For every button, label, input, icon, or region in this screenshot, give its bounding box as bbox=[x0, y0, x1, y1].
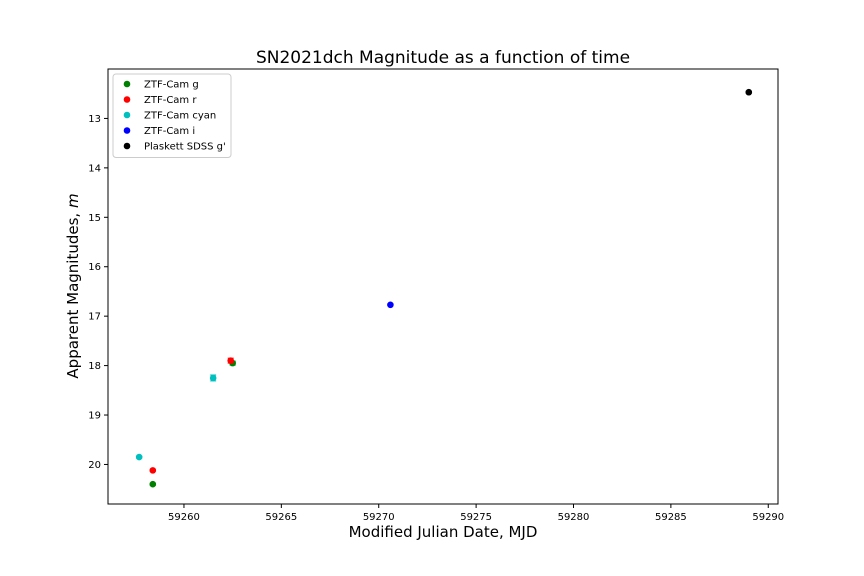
data-point bbox=[135, 453, 143, 461]
y-tick-label: 13 bbox=[88, 114, 101, 125]
legend-label: ZTF-Cam i bbox=[144, 126, 195, 137]
data-point bbox=[227, 357, 235, 364]
legend-label: ZTF-Cam r bbox=[144, 95, 197, 106]
y-tick-label: 16 bbox=[88, 262, 101, 273]
x-axis-title: Modified Julian Date, MJD bbox=[349, 523, 538, 541]
y-tick-label: 15 bbox=[88, 213, 101, 224]
legend-marker bbox=[123, 80, 131, 88]
data-point bbox=[149, 467, 157, 474]
data-point bbox=[745, 88, 753, 96]
y-tick-label: 17 bbox=[88, 312, 101, 323]
x-tick-label: 59270 bbox=[363, 512, 395, 523]
legend-box bbox=[112, 73, 232, 158]
y-axis-title-text: Apparent Magnitudes, bbox=[64, 208, 82, 379]
legend-label: ZTF-Cam cyan bbox=[144, 111, 216, 122]
x-tick-label: 59260 bbox=[168, 512, 200, 523]
legend-marker bbox=[123, 96, 131, 103]
x-tick-label: 59280 bbox=[558, 512, 590, 523]
y-axis-title-symbol: m bbox=[64, 193, 82, 208]
x-tick-label: 59265 bbox=[265, 512, 297, 523]
x-tick-label: 59275 bbox=[460, 512, 492, 523]
y-axis-title: Apparent Magnitudes, m bbox=[64, 193, 82, 378]
y-tick-label: 19 bbox=[88, 411, 101, 422]
x-tick-label: 59290 bbox=[752, 512, 784, 523]
data-point bbox=[387, 301, 394, 309]
data-point bbox=[209, 374, 217, 382]
y-tick-label: 20 bbox=[88, 460, 101, 471]
y-tick-label: 18 bbox=[88, 361, 101, 372]
legend-label: Plaskett SDSS g' bbox=[144, 142, 226, 153]
legend: ZTF-Cam g ZTF-Cam r ZTF-Cam cyan ZTF-Cam i P… bbox=[112, 73, 232, 158]
legend-marker bbox=[123, 111, 131, 119]
plot-frame bbox=[107, 68, 779, 505]
y-tick-label: 14 bbox=[88, 163, 101, 174]
chart-title: SN2021dch Magnitude as a function of tim… bbox=[256, 48, 630, 68]
legend-label: ZTF-Cam g bbox=[144, 80, 199, 91]
legend-marker bbox=[123, 142, 131, 150]
plot-area: 59260 59265 59270 59275 59280 59285 59290 13 14 1… bbox=[88, 88, 784, 523]
data-point bbox=[149, 480, 157, 488]
x-tick-label: 59285 bbox=[655, 512, 687, 523]
legend-marker bbox=[123, 127, 131, 134]
